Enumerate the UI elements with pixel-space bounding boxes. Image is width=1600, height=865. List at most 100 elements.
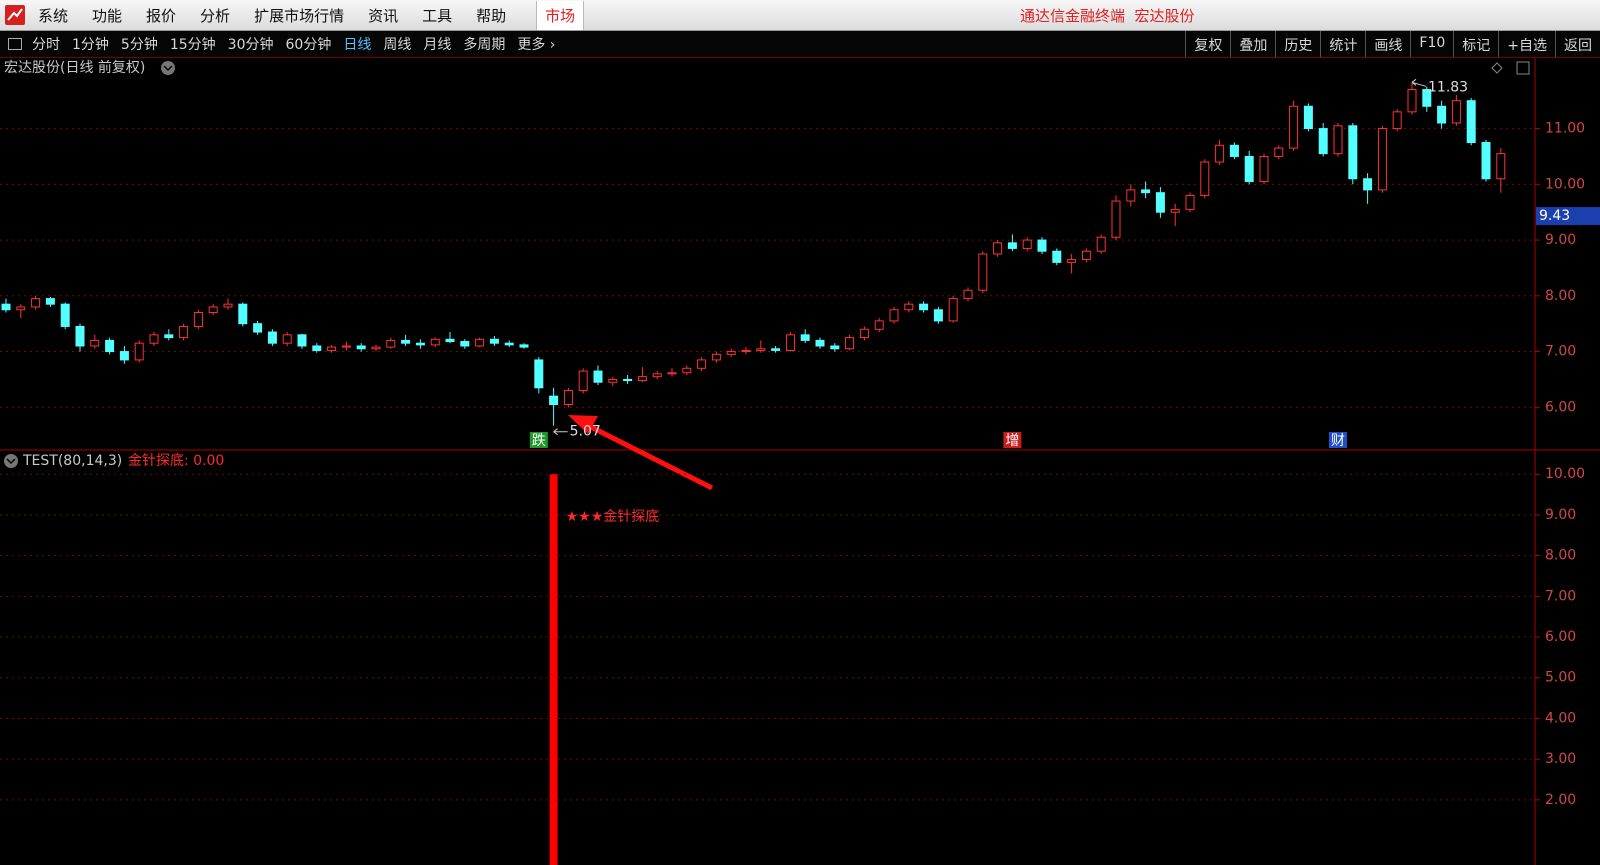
y-tick-label: 9.00 xyxy=(1545,507,1576,523)
period-button[interactable]: 更多 xyxy=(517,34,555,54)
period-button[interactable]: 5分钟 xyxy=(120,37,158,53)
tool-button[interactable]: 返回 xyxy=(1555,31,1600,57)
candle-body xyxy=(1215,144,1225,163)
menu-bar: 系统 功能 报价 分析 扩展市场行情 资讯 工具 帮助 市场 通达信金融终端 宏达股份 xyxy=(0,0,1600,31)
candle-body xyxy=(1363,178,1373,191)
label-arrow xyxy=(553,428,568,436)
candle-body xyxy=(1007,242,1017,249)
main-title: 宏达股份(日线 前复权) xyxy=(4,59,145,76)
candle-body xyxy=(578,370,588,392)
tool-button[interactable]: 统计 xyxy=(1320,31,1365,57)
candle-body xyxy=(90,339,100,347)
candle-body xyxy=(489,338,499,344)
menu-item[interactable]: 分析 xyxy=(200,6,231,25)
candle-body xyxy=(1496,153,1506,180)
market-tab[interactable]: 市场 xyxy=(536,0,585,30)
label-arrow xyxy=(1411,78,1427,87)
candle-body xyxy=(993,242,1003,255)
tool-button[interactable]: 历史 xyxy=(1275,31,1320,57)
candle-body xyxy=(1318,128,1328,155)
candle-body xyxy=(1067,259,1077,263)
candle-body xyxy=(1466,100,1476,144)
dropdown-icon[interactable] xyxy=(161,61,175,75)
y-tick-label: 7.00 xyxy=(1545,344,1576,360)
candle-body xyxy=(637,376,647,382)
period-button[interactable]: 日线 xyxy=(343,37,372,53)
candle-body xyxy=(327,346,337,351)
period-button[interactable]: 15分钟 xyxy=(169,37,216,53)
tool-button[interactable]: 标记 xyxy=(1453,31,1498,57)
candle-body xyxy=(785,334,795,351)
period-button[interactable]: 分时 xyxy=(32,37,60,53)
candle-body xyxy=(948,298,958,322)
period-button[interactable]: 多周期 xyxy=(463,37,506,53)
tool-button[interactable]: 画线 xyxy=(1365,31,1410,57)
candle-body xyxy=(1451,100,1461,124)
menu-item[interactable]: 功能 xyxy=(92,6,123,25)
candle-body xyxy=(889,309,899,322)
candle-body xyxy=(371,346,381,350)
candle-body xyxy=(549,395,559,406)
y-tick-label: 8.00 xyxy=(1545,288,1576,304)
chevron xyxy=(6,458,16,465)
menu-item[interactable]: 资讯 xyxy=(368,6,399,25)
candle-body xyxy=(312,345,322,351)
menu: 系统 功能 报价 分析 扩展市场行情 资讯 工具 帮助 xyxy=(38,5,506,26)
last-price: 9.43 xyxy=(1539,208,1570,224)
candle-body xyxy=(1229,144,1239,157)
candle-body xyxy=(1392,111,1402,130)
toggle-icon[interactable] xyxy=(8,38,22,50)
period-button[interactable]: 60分钟 xyxy=(285,37,332,53)
indicator-title: TEST(80,14,3) xyxy=(22,453,122,469)
window-title: 通达信金融终端 宏达股份 xyxy=(1020,7,1195,25)
tool-button[interactable]: 叠加 xyxy=(1230,31,1275,57)
tool-button[interactable]: F10 xyxy=(1410,31,1453,57)
candle-body xyxy=(149,334,159,344)
diamond-icon[interactable] xyxy=(1491,62,1503,74)
candle-body xyxy=(253,323,263,333)
menu-item[interactable]: 报价 xyxy=(146,6,177,25)
y-tick-label: 11.00 xyxy=(1545,121,1585,137)
candle-body xyxy=(1437,105,1447,124)
candle-body xyxy=(963,289,973,300)
dropdown-icon[interactable] xyxy=(4,454,18,468)
period-button[interactable]: 30分钟 xyxy=(227,37,274,53)
menu-item[interactable]: 系统 xyxy=(38,6,69,25)
period-button[interactable]: 1分钟 xyxy=(72,37,109,53)
candle-body xyxy=(386,339,396,348)
candle-body xyxy=(978,253,988,291)
candle-body xyxy=(475,338,485,347)
candle-body xyxy=(1096,236,1106,252)
candle-body xyxy=(608,378,618,383)
tool-button[interactable]: 复权 xyxy=(1185,31,1230,57)
candle-body xyxy=(16,306,26,311)
menu-item[interactable]: 工具 xyxy=(422,6,453,25)
period-button[interactable]: 周线 xyxy=(383,37,412,53)
annotation-arrowhead xyxy=(568,415,598,434)
candle-body xyxy=(1,303,11,311)
tool-button[interactable]: +自选 xyxy=(1498,31,1555,57)
candle-body xyxy=(682,367,692,374)
candle-body xyxy=(1200,161,1210,196)
y-tick-label: 8.00 xyxy=(1545,548,1576,564)
tools: 复权 叠加 历史 统计 画线 F10 标记 +自选 返回 xyxy=(1185,31,1600,57)
menu-item[interactable]: 扩展市场行情 xyxy=(254,6,345,25)
candle-body xyxy=(1289,105,1299,149)
indicator-readout: 金针探底: 0.00 xyxy=(128,453,224,469)
candle-body xyxy=(238,303,248,325)
candle-body xyxy=(1274,147,1284,157)
candle-body xyxy=(208,306,218,314)
candle-body xyxy=(356,345,366,350)
signal-label: ★★★金针探底 xyxy=(566,509,660,525)
candle-body xyxy=(1111,200,1121,238)
period-button[interactable]: 月线 xyxy=(423,37,452,53)
candle-body xyxy=(341,345,351,348)
candle-body xyxy=(267,331,277,344)
menu-item[interactable]: 帮助 xyxy=(476,6,507,25)
y-tick-label: 10.00 xyxy=(1545,176,1585,192)
candle-body xyxy=(1022,239,1032,249)
panel-icon[interactable] xyxy=(1516,61,1530,75)
